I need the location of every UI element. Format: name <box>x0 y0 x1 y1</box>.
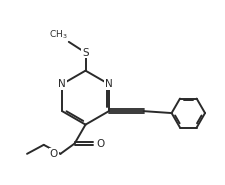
Text: N: N <box>58 79 66 89</box>
Text: N: N <box>105 79 113 89</box>
Text: O: O <box>97 139 105 149</box>
Text: O: O <box>50 149 58 159</box>
Text: S: S <box>82 48 89 58</box>
Text: CH$_3$: CH$_3$ <box>49 28 68 41</box>
